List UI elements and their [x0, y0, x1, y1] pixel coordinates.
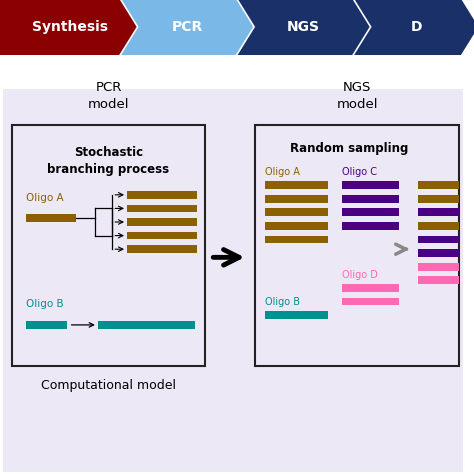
Bar	[3, 89, 463, 473]
Polygon shape	[121, 0, 253, 55]
Bar	[127, 232, 197, 239]
Bar	[343, 222, 399, 230]
Bar	[26, 321, 67, 329]
Bar	[127, 218, 197, 226]
Bar	[265, 236, 328, 243]
Text: PCR
model: PCR model	[88, 81, 129, 111]
Text: Synthesis: Synthesis	[32, 20, 108, 34]
Bar	[98, 321, 195, 329]
Text: Oligo D: Oligo D	[343, 270, 378, 280]
Bar	[418, 222, 459, 230]
Polygon shape	[237, 0, 370, 55]
Bar	[343, 195, 399, 202]
Polygon shape	[354, 0, 474, 55]
Bar	[418, 195, 459, 202]
Bar	[265, 195, 328, 202]
Bar	[127, 204, 197, 212]
Bar	[343, 209, 399, 216]
Bar	[343, 284, 399, 292]
Bar	[265, 181, 328, 189]
Bar	[265, 209, 328, 216]
Bar	[265, 311, 328, 319]
Bar	[343, 298, 399, 306]
Bar	[26, 214, 76, 222]
Text: NGS: NGS	[287, 20, 320, 34]
Bar	[418, 249, 459, 257]
Bar	[418, 236, 459, 243]
Text: Oligo A: Oligo A	[265, 167, 300, 177]
FancyBboxPatch shape	[12, 125, 205, 366]
Text: NGS
model: NGS model	[336, 81, 378, 111]
Text: Oligo B: Oligo B	[265, 298, 300, 308]
Text: Oligo C: Oligo C	[343, 167, 377, 177]
Text: Oligo B: Oligo B	[26, 300, 64, 310]
Bar	[127, 246, 197, 253]
Text: Random sampling: Random sampling	[290, 142, 409, 155]
Bar	[418, 209, 459, 216]
Bar	[418, 276, 459, 284]
Bar	[418, 263, 459, 271]
Bar	[265, 222, 328, 230]
Bar	[3, 55, 463, 89]
Text: D: D	[410, 20, 422, 34]
Polygon shape	[0, 0, 137, 55]
FancyBboxPatch shape	[255, 125, 459, 366]
Text: PCR: PCR	[172, 20, 203, 34]
Bar	[127, 191, 197, 199]
Bar	[343, 181, 399, 189]
Text: Computational model: Computational model	[41, 379, 176, 392]
Bar	[418, 181, 459, 189]
Text: Oligo A: Oligo A	[26, 192, 64, 202]
Text: Stochastic
branching process: Stochastic branching process	[47, 146, 170, 176]
